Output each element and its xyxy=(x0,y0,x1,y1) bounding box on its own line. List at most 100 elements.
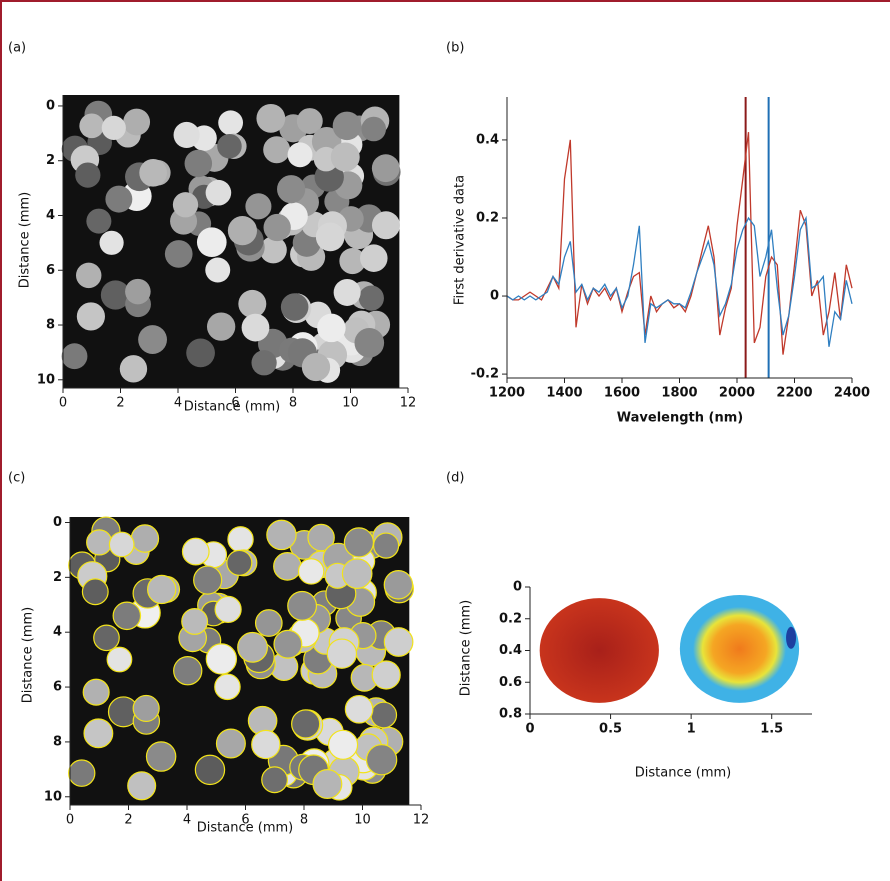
particle xyxy=(326,638,358,669)
particle xyxy=(99,230,124,255)
particle xyxy=(181,537,210,566)
x-tick-label: 0 xyxy=(525,722,534,737)
y-tick-label: 0.8 xyxy=(499,707,522,722)
particle xyxy=(344,694,374,724)
x-axis-label: Distance (mm) xyxy=(635,766,731,781)
particle xyxy=(371,660,401,690)
particle xyxy=(241,313,270,342)
y-tick-label: 8 xyxy=(46,318,55,333)
particle xyxy=(291,709,321,739)
y-tick-label: 4 xyxy=(53,625,62,640)
particle xyxy=(75,162,101,188)
x-tick-label: 1800 xyxy=(661,386,697,401)
particle xyxy=(383,627,414,657)
particle xyxy=(361,116,387,142)
y-axis-label: Distance (mm) xyxy=(21,607,36,703)
particle xyxy=(214,595,242,624)
particle xyxy=(251,729,281,760)
y-tick-label: 10 xyxy=(37,372,55,387)
particle xyxy=(365,744,398,776)
particle xyxy=(254,609,283,637)
particle xyxy=(226,549,253,576)
particle xyxy=(147,574,177,605)
particle xyxy=(138,325,167,355)
particle xyxy=(256,103,286,133)
particle xyxy=(119,355,148,383)
y-tick-label: 6 xyxy=(53,680,62,695)
particle xyxy=(333,278,361,306)
y-tick-label: 0 xyxy=(513,580,522,595)
particle xyxy=(280,293,309,321)
y-tick-label: 10 xyxy=(44,789,62,804)
panel-label: (d) xyxy=(446,471,464,486)
y-axis-label: Distance (mm) xyxy=(459,600,474,696)
particle xyxy=(186,338,215,368)
particle xyxy=(139,158,167,187)
panel-label: (c) xyxy=(8,471,25,486)
particle xyxy=(106,646,133,673)
particle xyxy=(205,643,238,675)
x-tick-label: 1 xyxy=(687,722,696,737)
particle xyxy=(327,729,359,760)
particle-map xyxy=(679,594,800,703)
particle xyxy=(76,302,105,331)
particle xyxy=(238,289,267,318)
particle xyxy=(261,766,289,794)
particle xyxy=(297,558,325,585)
x-tick-label: 8 xyxy=(300,813,308,828)
particle xyxy=(127,771,157,801)
x-tick-label: 2400 xyxy=(834,386,870,401)
panel-label: (b) xyxy=(446,41,464,56)
particle xyxy=(315,222,345,252)
y-tick-label: 0.2 xyxy=(476,210,499,225)
y-tick-label: 6 xyxy=(46,263,55,278)
particle xyxy=(105,185,133,213)
x-tick-label: 6 xyxy=(231,396,239,411)
particle xyxy=(287,142,313,168)
y-tick-label: 0 xyxy=(46,98,55,113)
particle xyxy=(172,192,199,218)
particle xyxy=(251,350,277,376)
y-tick-label: 0.2 xyxy=(499,611,522,626)
y-tick-label: 0 xyxy=(53,515,62,530)
particle xyxy=(83,718,114,749)
x-tick-label: 1200 xyxy=(489,386,525,401)
x-tick-label: 10 xyxy=(354,813,371,828)
particle xyxy=(372,532,400,559)
x-tick-label: 0 xyxy=(59,396,67,411)
particle xyxy=(196,227,227,258)
particle xyxy=(343,527,375,558)
particle xyxy=(86,529,113,556)
particle xyxy=(266,519,297,551)
particle xyxy=(108,531,135,558)
particle xyxy=(205,179,232,206)
particle xyxy=(287,590,318,621)
x-tick-label: 0.5 xyxy=(599,722,622,737)
particle xyxy=(273,629,303,659)
y-tick-label: 2 xyxy=(46,153,55,168)
y-tick-label: 0 xyxy=(490,289,499,304)
particle xyxy=(205,257,231,283)
particle xyxy=(371,211,400,240)
particle xyxy=(370,701,398,729)
x-tick-label: 2 xyxy=(124,813,132,828)
particle xyxy=(263,213,291,242)
y-tick-label: 0.4 xyxy=(499,643,522,658)
x-tick-label: 8 xyxy=(289,396,297,411)
x-tick-label: 2 xyxy=(116,396,124,411)
particle xyxy=(214,673,241,701)
particle xyxy=(245,193,272,220)
particle-map xyxy=(539,598,659,703)
particle xyxy=(330,142,360,172)
x-tick-label: 1400 xyxy=(546,386,582,401)
particle xyxy=(277,175,306,204)
particle xyxy=(173,656,203,686)
particle xyxy=(371,154,400,183)
x-tick-label: 12 xyxy=(400,396,417,411)
particle xyxy=(358,285,384,311)
particle xyxy=(100,280,131,310)
particle xyxy=(82,678,110,706)
x-tick-label: 2000 xyxy=(719,386,755,401)
particle xyxy=(263,136,291,164)
